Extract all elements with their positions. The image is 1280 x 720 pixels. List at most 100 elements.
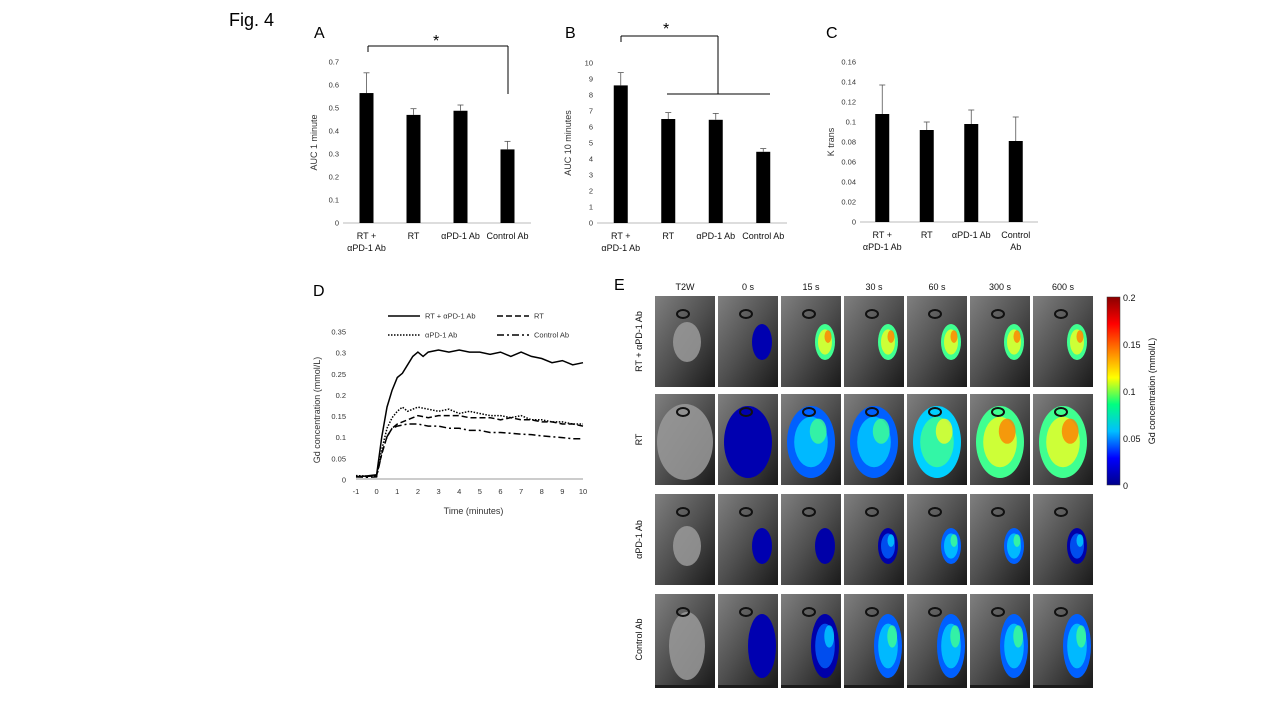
row-label: Control Ab — [634, 618, 644, 660]
anatomy-landmark — [1054, 607, 1068, 617]
series-line — [355, 423, 583, 479]
anatomy-landmark — [802, 407, 816, 417]
y-tick-label: 4 — [589, 155, 593, 164]
y-tick-label: 0.1 — [336, 433, 346, 442]
tumor-hotspot — [1076, 534, 1084, 547]
tumor-enhancement — [752, 528, 772, 564]
anatomy-landmark — [928, 607, 942, 617]
category-label: αPD-1 Ab — [347, 243, 386, 253]
x-tick-label: 6 — [498, 487, 502, 496]
y-tick-label: 0.5 — [329, 104, 339, 113]
x-tick-label: -1 — [353, 487, 360, 496]
colorbar-tick-label: 0.1 — [1123, 387, 1136, 397]
y-axis-label: AUC 10 minutes — [563, 110, 573, 176]
y-tick-label: 0.04 — [841, 178, 856, 187]
row-label: αPD-1 Ab — [634, 520, 644, 559]
anatomy-landmark — [676, 309, 690, 319]
tumor-region — [673, 322, 701, 362]
significance-star-a: * — [433, 33, 439, 50]
mri-image-grid: T2W 0 s 15 s 30 s 60 s 300 s 600 s RT + αPD-1 A… — [634, 282, 1157, 688]
colorbar-label: Gd concentration (mmol/L) — [1147, 338, 1157, 445]
anatomy-landmark — [991, 407, 1005, 417]
colorbar-tick-label: 0.2 — [1123, 293, 1136, 303]
x-axis-label: Time (minutes) — [444, 506, 504, 516]
mri-cell — [907, 494, 967, 585]
mri-cell — [907, 394, 967, 485]
y-axis-label: K trans — [826, 127, 836, 156]
mri-cell — [970, 296, 1030, 387]
anatomy-landmark — [676, 607, 690, 617]
mri-cell — [907, 296, 967, 387]
colorbar-tick-label: 0 — [1123, 481, 1128, 491]
tumor-enhancement — [752, 324, 772, 360]
y-tick-label: 1 — [589, 203, 593, 212]
y-tick-label: 0.2 — [336, 391, 346, 400]
y-tick-label: 0.6 — [329, 81, 339, 90]
tumor-hotspot — [1076, 330, 1084, 343]
legend-label: RT + αPD-1 Ab — [425, 312, 476, 321]
tumor-hotspot — [824, 534, 832, 547]
anatomy-landmark — [802, 607, 816, 617]
series-line — [355, 406, 583, 477]
x-tick-label: 4 — [457, 487, 461, 496]
bar — [359, 93, 374, 223]
mri-cell — [655, 296, 715, 387]
y-tick-label: 0 — [852, 218, 856, 227]
figure-title: Fig. 4 — [229, 10, 275, 30]
tumor-hotspot — [1013, 534, 1021, 547]
y-tick-label: 0.2 — [329, 173, 339, 182]
timepoint-label: 600 s — [1052, 282, 1075, 292]
anatomy-landmark — [802, 309, 816, 319]
x-tick-label: 8 — [540, 487, 544, 496]
y-tick-label: 0.25 — [331, 370, 346, 379]
anatomy-landmark — [1054, 407, 1068, 417]
bar — [708, 119, 723, 223]
y-tick-label: 0 — [589, 219, 593, 228]
mri-cell — [781, 494, 841, 585]
y-tick-label: 0.08 — [841, 138, 856, 147]
anatomy-landmark — [739, 607, 753, 617]
anatomy-landmark — [865, 607, 879, 617]
tumor-hotspot — [887, 330, 895, 343]
anatomy-landmark — [991, 507, 1005, 517]
y-tick-label: 0.05 — [331, 454, 346, 463]
category-label: αPD-1 Ab — [441, 231, 480, 241]
mri-cell — [844, 394, 904, 485]
mri-cell — [1033, 594, 1093, 688]
mri-cell — [655, 594, 715, 688]
mri-cell — [718, 296, 778, 387]
anatomy-landmark — [928, 309, 942, 319]
colorbar-tick-label: 0.15 — [1123, 340, 1141, 350]
mri-cell — [844, 494, 904, 585]
y-axis-label: AUC 1 minute — [309, 114, 319, 170]
y-axis-label: Gd concentration (mmol/L) — [312, 357, 322, 464]
significance-bracket-a: * — [367, 33, 509, 94]
bar — [964, 124, 979, 222]
panel-letter-c: C — [826, 25, 838, 42]
category-label: Ab — [1010, 242, 1021, 252]
anatomy-landmark — [865, 507, 879, 517]
timepoint-label: T2W — [676, 282, 696, 292]
timepoint-label: 60 s — [928, 282, 946, 292]
x-tick-label: 5 — [478, 487, 482, 496]
mri-cell — [844, 594, 904, 688]
anatomy-landmark — [739, 309, 753, 319]
y-tick-label: 0.3 — [329, 150, 339, 159]
x-tick-label: 1 — [395, 487, 399, 496]
y-tick-label: 8 — [589, 91, 593, 100]
bar — [406, 114, 421, 223]
series-line — [356, 414, 584, 478]
tumor-enhancement — [724, 406, 772, 478]
anatomy-landmark — [991, 309, 1005, 319]
bar-chart-c: 0 0.02 0.04 0.06 0.08 0.1 0.12 0.14 0.16 K trans R… — [826, 58, 1038, 252]
category-label: RT — [921, 230, 933, 240]
tumor-hotspot — [950, 534, 958, 547]
bar — [756, 151, 771, 223]
anatomy-landmark — [676, 507, 690, 517]
bar — [661, 119, 676, 223]
tumor-hotspot — [935, 418, 953, 444]
category-label: Control — [1001, 230, 1030, 240]
bar — [453, 110, 468, 223]
x-tick-label: 10 — [579, 487, 587, 496]
